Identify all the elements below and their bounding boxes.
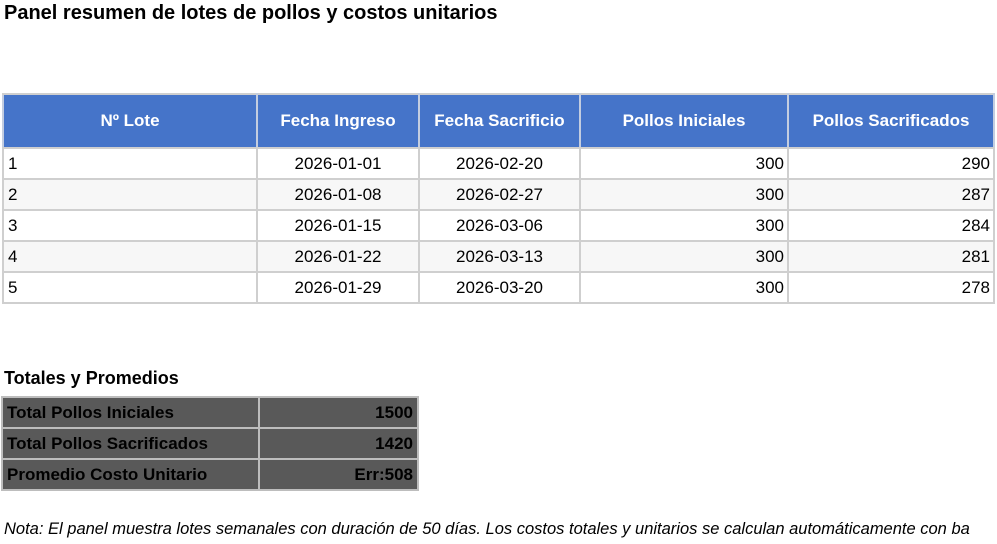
table-row: 3 2026-01-15 2026-03-06 300 284	[2, 209, 995, 242]
cell-pollos-sacrificados[interactable]: 284	[787, 209, 995, 242]
batch-table-header-row: Nº Lote Fecha Ingreso Fecha Sacrificio P…	[2, 93, 995, 149]
totals-table: Total Pollos Iniciales 1500 Total Pollos…	[1, 396, 419, 491]
totals-row: Total Pollos Iniciales 1500	[1, 396, 419, 429]
totals-heading: Totales y Promedios	[4, 368, 179, 388]
totals-label-pollos-sacrificados[interactable]: Total Pollos Sacrificados	[1, 427, 260, 460]
cell-lote[interactable]: 3	[2, 209, 258, 242]
cell-fecha-sacrificio[interactable]: 2026-02-27	[418, 178, 581, 211]
cell-fecha-sacrificio[interactable]: 2026-03-13	[418, 240, 581, 273]
table-row: 5 2026-01-29 2026-03-20 300 278	[2, 271, 995, 304]
table-row: 1 2026-01-01 2026-02-20 300 290	[2, 147, 995, 180]
cell-fecha-sacrificio[interactable]: 2026-03-06	[418, 209, 581, 242]
footnote: Nota: El panel muestra lotes semanales c…	[4, 520, 970, 538]
cell-pollos-iniciales[interactable]: 300	[579, 209, 789, 242]
column-header-lote[interactable]: Nº Lote	[2, 93, 258, 149]
column-header-pollos-iniciales[interactable]: Pollos Iniciales	[579, 93, 789, 149]
table-row: 2 2026-01-08 2026-02-27 300 287	[2, 178, 995, 211]
column-header-fecha-ingreso[interactable]: Fecha Ingreso	[256, 93, 420, 149]
cell-pollos-iniciales[interactable]: 300	[579, 178, 789, 211]
cell-fecha-ingreso[interactable]: 2026-01-29	[256, 271, 420, 304]
totals-value-pollos-sacrificados[interactable]: 1420	[258, 427, 419, 460]
cell-fecha-ingreso[interactable]: 2026-01-08	[256, 178, 420, 211]
cell-lote[interactable]: 4	[2, 240, 258, 273]
cell-pollos-iniciales[interactable]: 300	[579, 147, 789, 180]
column-header-fecha-sacrificio[interactable]: Fecha Sacrificio	[418, 93, 581, 149]
totals-value-pollos-iniciales[interactable]: 1500	[258, 396, 419, 429]
cell-pollos-sacrificados[interactable]: 287	[787, 178, 995, 211]
column-header-pollos-sacrificados[interactable]: Pollos Sacrificados	[787, 93, 995, 149]
totals-label-pollos-iniciales[interactable]: Total Pollos Iniciales	[1, 396, 260, 429]
page-title: Panel resumen de lotes de pollos y costo…	[4, 2, 498, 24]
table-row: 4 2026-01-22 2026-03-13 300 281	[2, 240, 995, 273]
cell-fecha-ingreso[interactable]: 2026-01-01	[256, 147, 420, 180]
cell-fecha-ingreso[interactable]: 2026-01-15	[256, 209, 420, 242]
cell-pollos-iniciales[interactable]: 300	[579, 271, 789, 304]
totals-row: Promedio Costo Unitario Err:508	[1, 458, 419, 491]
cell-pollos-sacrificados[interactable]: 281	[787, 240, 995, 273]
cell-pollos-sacrificados[interactable]: 290	[787, 147, 995, 180]
batch-table: Nº Lote Fecha Ingreso Fecha Sacrificio P…	[2, 93, 995, 304]
cell-lote[interactable]: 2	[2, 178, 258, 211]
cell-lote[interactable]: 5	[2, 271, 258, 304]
totals-label-costo-unitario[interactable]: Promedio Costo Unitario	[1, 458, 260, 491]
cell-fecha-sacrificio[interactable]: 2026-03-20	[418, 271, 581, 304]
cell-fecha-ingreso[interactable]: 2026-01-22	[256, 240, 420, 273]
cell-fecha-sacrificio[interactable]: 2026-02-20	[418, 147, 581, 180]
cell-pollos-iniciales[interactable]: 300	[579, 240, 789, 273]
totals-value-costo-unitario-error[interactable]: Err:508	[258, 458, 419, 491]
cell-pollos-sacrificados[interactable]: 278	[787, 271, 995, 304]
cell-lote[interactable]: 1	[2, 147, 258, 180]
totals-row: Total Pollos Sacrificados 1420	[1, 427, 419, 460]
